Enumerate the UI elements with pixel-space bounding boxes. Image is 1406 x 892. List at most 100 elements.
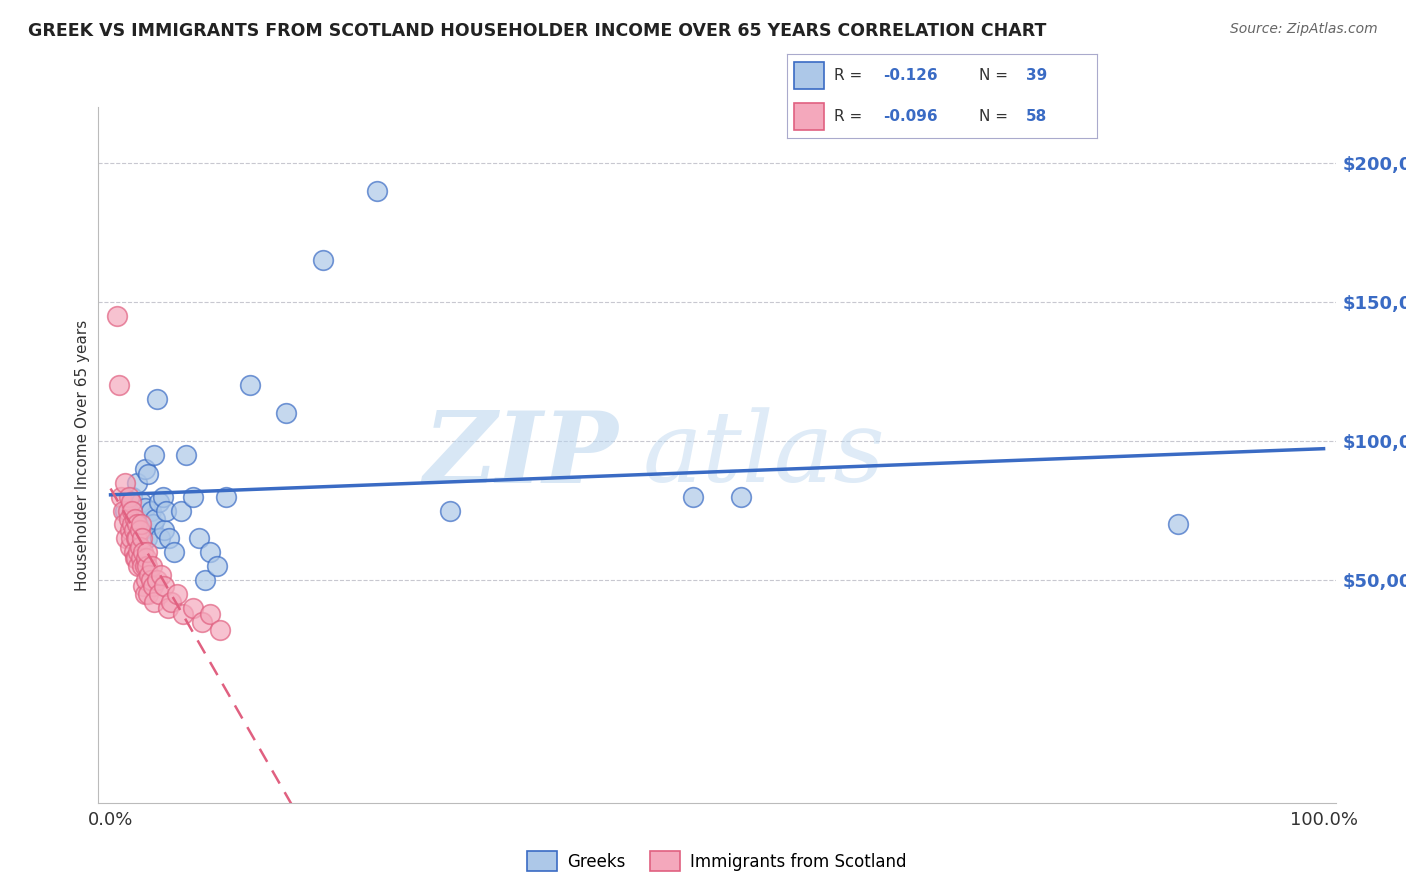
Point	[142, 579, 165, 593]
Point	[166, 587, 188, 601]
Point	[118, 512, 141, 526]
Point	[129, 517, 152, 532]
Point	[120, 495, 142, 509]
Point	[125, 550, 148, 565]
Point	[115, 532, 138, 546]
Point	[127, 559, 149, 574]
Point	[148, 495, 170, 509]
Point	[131, 523, 153, 537]
Point	[156, 601, 179, 615]
Point	[145, 392, 167, 407]
Point	[112, 517, 135, 532]
Point	[155, 503, 177, 517]
Point	[132, 545, 155, 559]
Point	[110, 490, 132, 504]
Text: N =: N =	[979, 109, 1008, 124]
Point	[136, 467, 159, 482]
Point	[198, 607, 221, 621]
Point	[198, 545, 221, 559]
Point	[138, 567, 160, 582]
Point	[276, 406, 298, 420]
Point	[145, 512, 167, 526]
Point	[127, 545, 149, 559]
Point	[152, 490, 174, 504]
Point	[160, 595, 183, 609]
Point	[131, 532, 153, 546]
Point	[170, 503, 193, 517]
Point	[128, 540, 150, 554]
Point	[118, 490, 141, 504]
Point	[682, 490, 704, 504]
Point	[122, 523, 145, 537]
Point	[162, 545, 184, 559]
Point	[153, 523, 176, 537]
Point	[127, 532, 149, 546]
Text: -0.096: -0.096	[883, 109, 938, 124]
Point	[157, 532, 180, 546]
Text: GREEK VS IMMIGRANTS FROM SCOTLAND HOUSEHOLDER INCOME OVER 65 YEARS CORRELATION C: GREEK VS IMMIGRANTS FROM SCOTLAND HOUSEH…	[28, 22, 1046, 40]
Point	[143, 448, 166, 462]
Point	[149, 532, 172, 546]
Point	[145, 573, 167, 587]
Point	[730, 490, 752, 504]
Point	[194, 573, 217, 587]
Point	[207, 559, 229, 574]
Point	[136, 587, 159, 601]
Point	[114, 475, 136, 490]
Point	[108, 378, 131, 392]
Point	[135, 573, 157, 587]
Point	[366, 184, 388, 198]
Point	[132, 579, 155, 593]
Point	[124, 512, 146, 526]
Point	[105, 309, 128, 323]
Text: -0.126: -0.126	[883, 68, 938, 83]
Point	[174, 448, 197, 462]
Point	[172, 607, 194, 621]
Legend: Greeks, Immigrants from Scotland: Greeks, Immigrants from Scotland	[520, 845, 914, 878]
Text: ZIP: ZIP	[423, 407, 619, 503]
Point	[139, 573, 162, 587]
Point	[134, 587, 156, 601]
Point	[239, 378, 262, 392]
Point	[134, 462, 156, 476]
Text: R =: R =	[834, 109, 862, 124]
Point	[128, 523, 150, 537]
Point	[153, 579, 176, 593]
Point	[131, 559, 153, 574]
Point	[121, 517, 143, 532]
Y-axis label: Householder Income Over 65 years: Householder Income Over 65 years	[75, 319, 90, 591]
Point	[135, 550, 157, 565]
Point	[136, 545, 159, 559]
Point	[120, 532, 142, 546]
Point	[312, 253, 335, 268]
Point	[114, 503, 136, 517]
Point	[118, 523, 141, 537]
Point	[118, 540, 141, 554]
Point	[190, 615, 212, 629]
Point	[134, 500, 156, 515]
Point	[136, 559, 159, 574]
Text: R =: R =	[834, 68, 862, 83]
Point	[143, 595, 166, 609]
Point	[129, 550, 152, 565]
Point	[127, 475, 149, 490]
Text: atlas: atlas	[643, 408, 886, 502]
FancyBboxPatch shape	[793, 62, 824, 89]
Point	[117, 503, 139, 517]
Point	[188, 532, 211, 546]
Point	[124, 517, 146, 532]
Point	[121, 503, 143, 517]
Point	[150, 567, 173, 582]
Point	[148, 587, 170, 601]
Point	[125, 532, 148, 546]
FancyBboxPatch shape	[793, 103, 824, 130]
Text: Source: ZipAtlas.com: Source: ZipAtlas.com	[1230, 22, 1378, 37]
Point	[127, 517, 149, 532]
Point	[181, 490, 204, 504]
Point	[127, 512, 149, 526]
Point	[121, 490, 143, 504]
Point	[136, 532, 159, 546]
Text: 39: 39	[1025, 68, 1047, 83]
Point	[142, 517, 165, 532]
Point	[122, 545, 145, 559]
